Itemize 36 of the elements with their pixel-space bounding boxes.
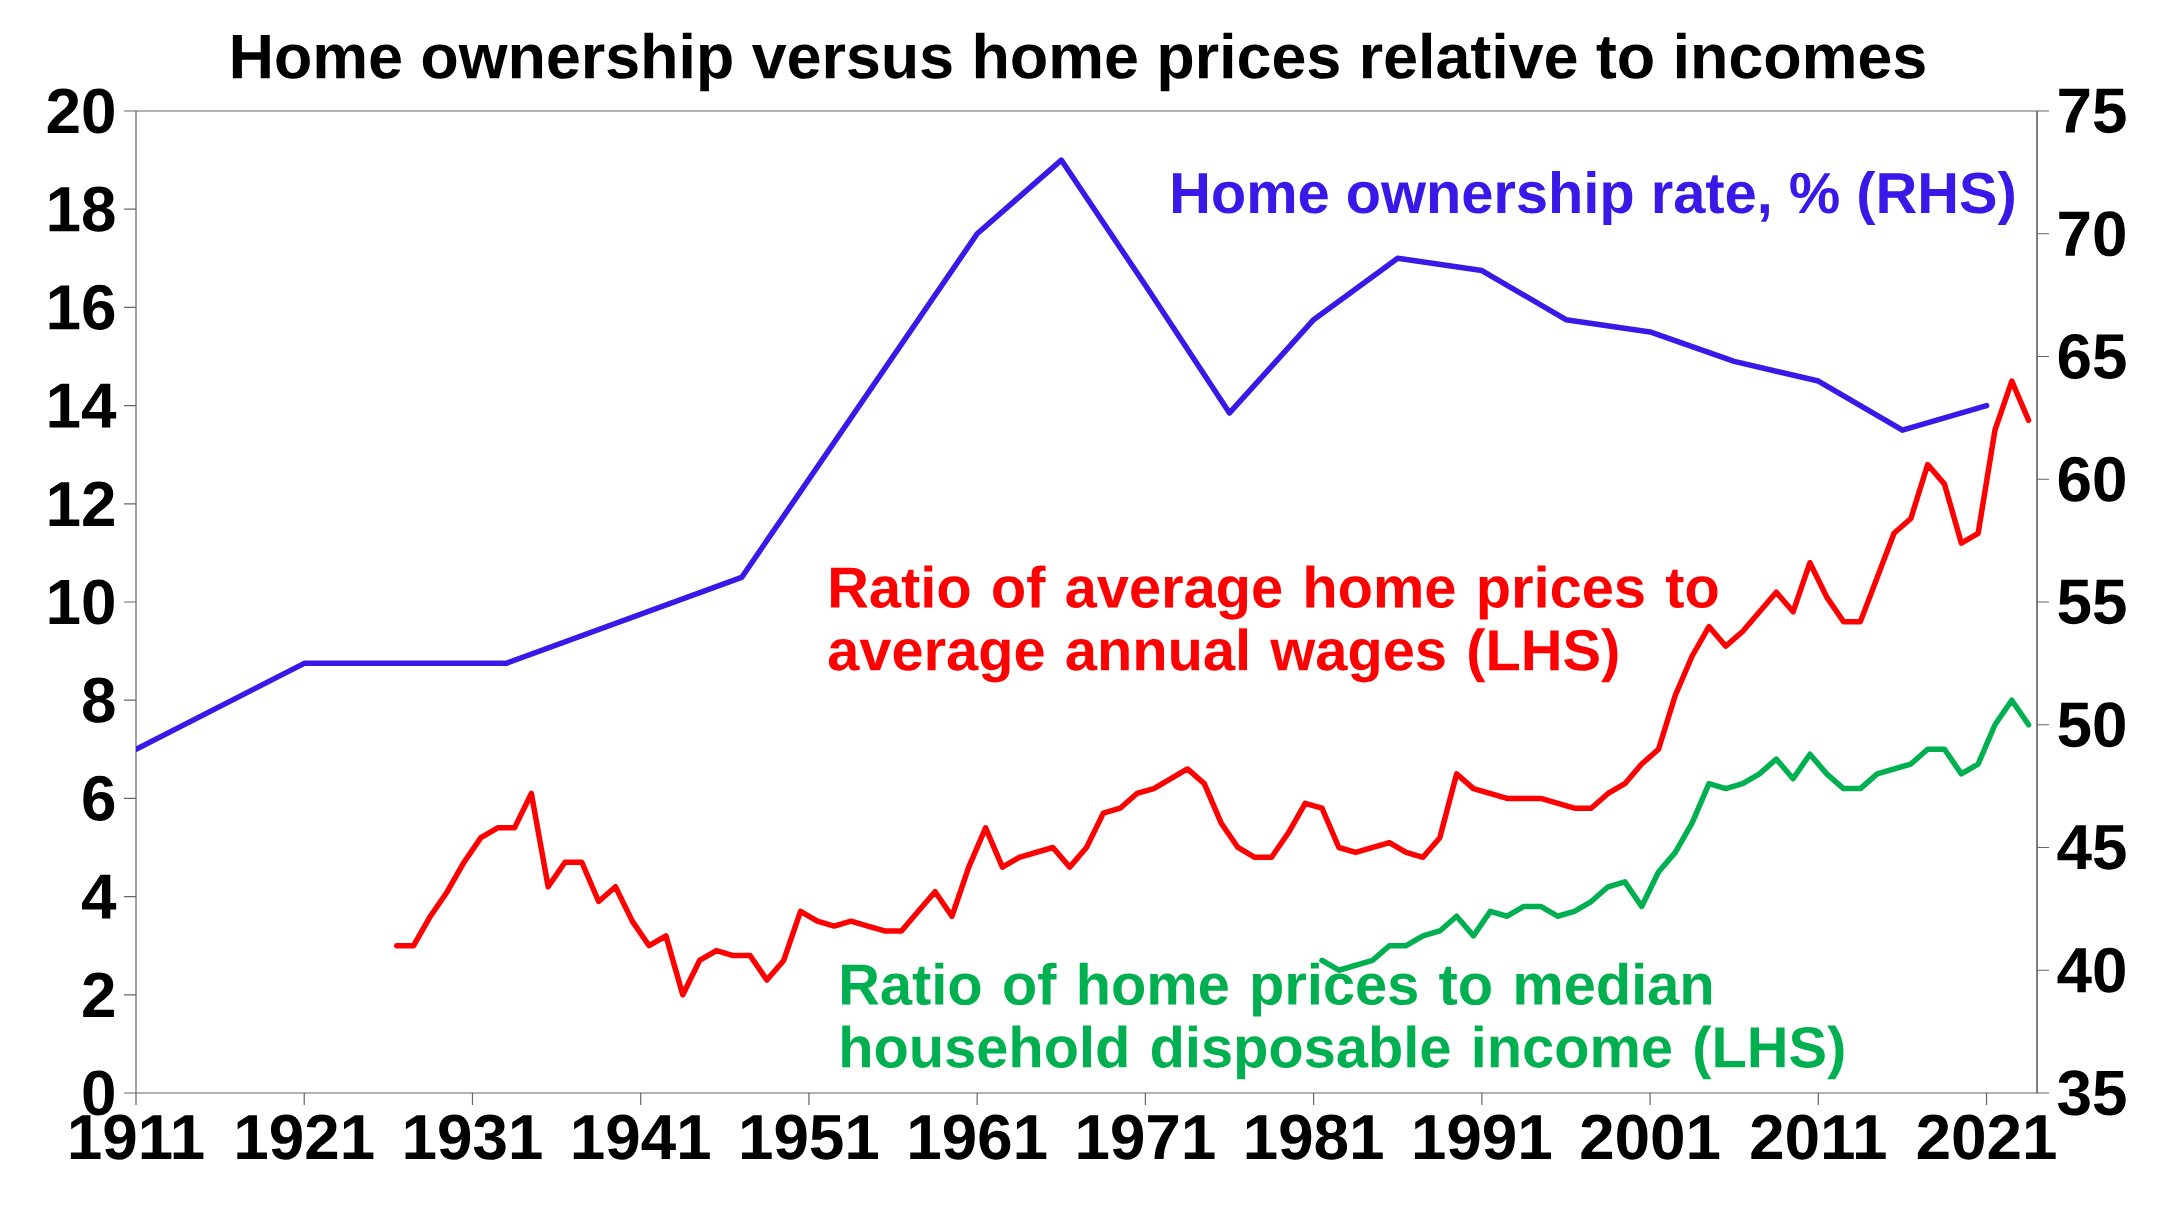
y-tick-label: 8	[83, 677, 115, 723]
y-tick-label: 0	[83, 1070, 114, 1116]
x-tick-label: 2011	[1751, 1114, 1886, 1160]
x-tick-label: 1951	[742, 1114, 879, 1160]
y-tick-label: 18	[49, 186, 115, 232]
x-tick-label: 1991	[1414, 1114, 1551, 1160]
series-label: Ratio of average home prices to average annual wages (LHS)	[828, 565, 1718, 683]
y2-tick-label: 75	[2059, 88, 2126, 134]
y-tick-label: 14	[49, 383, 117, 428]
y2-tick-label: 40	[2057, 947, 2125, 993]
x-tick-label: 2021	[1917, 1114, 2056, 1160]
y2-tick-label: 65	[2058, 333, 2126, 380]
x-tick-label: 1941	[573, 1114, 710, 1160]
y-tick-label: 2	[83, 972, 114, 1018]
x-tick-label: 1931	[405, 1114, 542, 1160]
x-tick-label: 1961	[910, 1114, 1047, 1160]
x-tick-label: 1971	[1078, 1114, 1215, 1160]
y-tick-label: 4	[81, 874, 117, 919]
x-tick-label: 1981	[1246, 1114, 1383, 1160]
y-tick-label: 20	[47, 88, 114, 134]
y2-tick-label: 60	[2058, 456, 2125, 502]
x-tick-label: 2001	[1581, 1114, 1720, 1160]
series-label: Ratio of home prices to median household disposable income (LHS)	[842, 962, 1844, 1080]
y-tick-label: 10	[49, 579, 114, 625]
y-tick-label: 12	[49, 481, 114, 527]
x-tick-label: 1911	[70, 1114, 204, 1160]
y-tick-label: 16	[49, 284, 115, 330]
y2-tick-label: 45	[2057, 825, 2126, 870]
y2-tick-label: 70	[2059, 211, 2125, 257]
chart-title: Home ownership versus home prices relative to incomes	[232, 32, 1925, 92]
y2-tick-label: 50	[2058, 702, 2125, 748]
y2-tick-label: 35	[2058, 1070, 2126, 1116]
y2-tick-label: 55	[2058, 579, 2126, 625]
series-label: Home ownership rate, % (RHS)	[1173, 171, 2014, 225]
y-tick-label: 6	[83, 775, 115, 821]
x-tick-label: 1921	[237, 1114, 374, 1160]
